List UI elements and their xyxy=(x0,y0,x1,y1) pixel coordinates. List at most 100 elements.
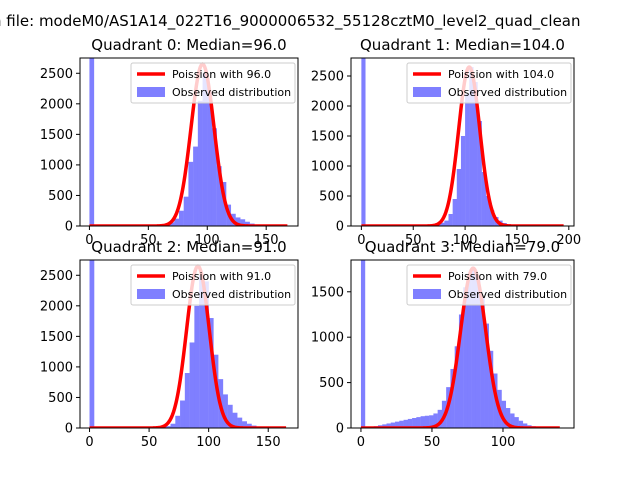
histogram-bar xyxy=(199,275,205,428)
x-tick-label: 0 xyxy=(357,435,365,450)
histogram-bar xyxy=(395,421,400,428)
x-tick-label: 50 xyxy=(140,233,157,248)
histogram-bar xyxy=(188,161,194,226)
x-tick-label: 0 xyxy=(357,233,365,248)
histogram-bar xyxy=(467,273,472,428)
histogram-bar xyxy=(489,210,495,226)
y-tick-label: 1000 xyxy=(40,158,73,173)
y-tick-label: 1500 xyxy=(40,128,73,143)
histogram-bar xyxy=(183,196,189,226)
histogram-bar xyxy=(429,415,434,428)
legend: Poission with 104.0 Observed distribution xyxy=(406,62,572,104)
x-tick-label: 50 xyxy=(405,233,422,248)
histogram-bar xyxy=(197,100,203,226)
histogram-bar xyxy=(184,373,190,428)
histogram-bar xyxy=(207,91,213,226)
y-tick-label: 2000 xyxy=(311,100,344,115)
legend-poisson-label: Poission with 79.0 xyxy=(448,270,547,283)
histogram-bar xyxy=(203,281,209,428)
legend: Poission with 79.0 Observed distribution xyxy=(406,264,572,306)
panel-title: Quadrant 2: Median=91.0 xyxy=(91,238,286,256)
histogram-bar xyxy=(174,218,180,226)
histogram-bar xyxy=(440,222,445,226)
legend-poisson-label: Poission with 96.0 xyxy=(172,68,271,81)
axes-frame xyxy=(350,259,575,429)
histogram-bar xyxy=(518,420,524,428)
y-tick-label: 500 xyxy=(48,189,73,204)
x-tick-label: 0 xyxy=(85,435,93,450)
panel-title: Quadrant 3: Median=79.0 xyxy=(365,238,560,256)
y-tick-label: 1000 xyxy=(311,331,344,346)
legend-observed-swatch xyxy=(413,87,441,97)
histogram-bar xyxy=(227,404,233,428)
legend-observed-label: Observed distribution xyxy=(448,288,567,301)
histogram-bar xyxy=(463,287,468,428)
histogram-bar xyxy=(242,421,247,428)
y-tick-label: 500 xyxy=(48,391,73,406)
histogram-bar xyxy=(180,400,186,428)
y-tick-label: 0 xyxy=(336,422,344,437)
histogram-bar xyxy=(202,73,208,226)
axes-frame xyxy=(79,259,299,429)
histogram-bar xyxy=(484,323,489,428)
y-tick-label: 0 xyxy=(336,220,344,235)
histogram-bar xyxy=(450,368,455,428)
legend-observed-label: Observed distribution xyxy=(448,86,567,99)
histogram-spike-bar xyxy=(89,58,95,226)
x-tick-label: 100 xyxy=(491,435,516,450)
y-tick-label: 0 xyxy=(65,422,73,437)
histogram-bar xyxy=(448,214,453,226)
histogram-bar xyxy=(194,305,200,428)
x-tick-label: 50 xyxy=(424,435,441,450)
histogram-bar xyxy=(433,413,438,428)
legend: Poission with 96.0 Observed distribution xyxy=(130,62,296,104)
histogram-bar xyxy=(471,269,477,428)
x-tick-label: 100 xyxy=(195,233,220,248)
histogram-bar xyxy=(382,424,387,428)
histogram-bar xyxy=(480,296,485,428)
y-tick-label: 1500 xyxy=(311,285,344,300)
y-tick-label: 2000 xyxy=(40,299,73,314)
histogram-bar xyxy=(237,417,243,428)
legend-box xyxy=(130,264,296,306)
legend-observed-swatch xyxy=(137,289,165,299)
x-tick-label: 100 xyxy=(453,233,478,248)
legend-box xyxy=(406,264,572,306)
legend-poisson-label: Poission with 104.0 xyxy=(448,68,554,81)
histogram-bar xyxy=(412,418,417,428)
legend-poisson-label: Poission with 91.0 xyxy=(172,270,271,283)
histogram-bar xyxy=(222,394,228,428)
histogram-bar xyxy=(235,217,241,226)
histogram-bar xyxy=(232,412,238,428)
histogram-bar xyxy=(458,314,464,428)
histogram-bar xyxy=(424,415,430,428)
axes-frame xyxy=(350,57,575,227)
histogram-bar xyxy=(399,420,404,428)
histogram-bar xyxy=(452,199,457,226)
histogram-bar xyxy=(454,346,460,428)
legend-observed-swatch xyxy=(413,289,441,299)
panel-quadrant-1: 0 50 100 150 20005001000150020002500Quadrant… xyxy=(311,36,581,248)
legend-observed-label: Observed distribution xyxy=(172,86,291,99)
histogram-bar xyxy=(170,423,176,428)
histogram-bar xyxy=(246,423,252,428)
histogram-bar xyxy=(475,278,481,428)
x-tick-label: 150 xyxy=(254,233,279,248)
histogram-bar xyxy=(407,418,413,428)
histogram-bar xyxy=(505,408,511,428)
histogram-bar xyxy=(403,419,409,428)
y-tick-label: 2500 xyxy=(40,67,73,82)
y-tick-label: 2500 xyxy=(40,269,73,284)
histogram-bar xyxy=(465,94,470,226)
histogram-bar xyxy=(456,169,462,226)
histogram-bar xyxy=(437,409,443,428)
legend-box xyxy=(130,62,296,104)
histogram-spike-bar xyxy=(361,58,366,226)
histogram-bar xyxy=(488,350,494,428)
panel-title: Quadrant 0: Median=96.0 xyxy=(91,36,286,54)
y-tick-label: 1500 xyxy=(311,130,344,145)
y-tick-label: 2500 xyxy=(311,70,344,85)
